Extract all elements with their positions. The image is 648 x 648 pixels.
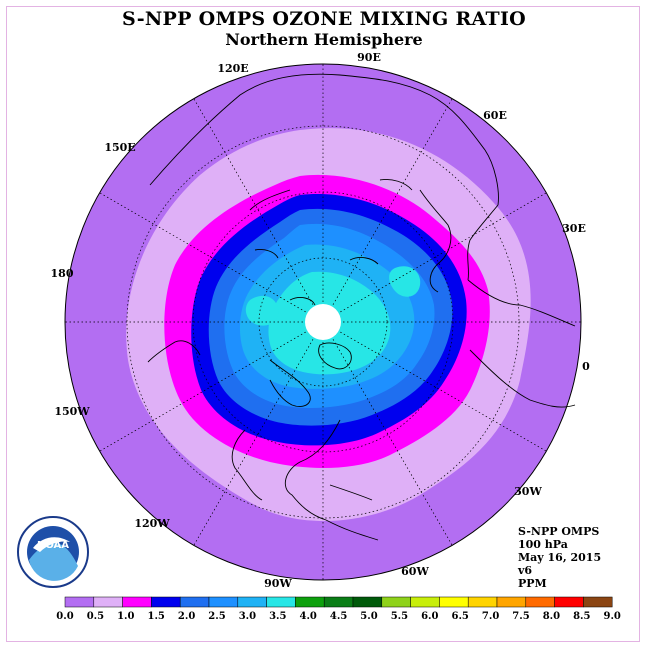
colorbar-swatch [496, 596, 527, 608]
noaa-logo-text: NOAA [37, 540, 69, 551]
info-level: 100 hPa [518, 538, 568, 551]
info-date: May 16, 2015 [518, 551, 602, 564]
colorbar-tick-label: 3.0 [239, 611, 256, 622]
ozone-band-3.5-4.0-b [245, 295, 279, 326]
lon-label-0: 0 [582, 360, 590, 373]
colorbar-swatch [554, 596, 584, 608]
coastlines [147, 73, 576, 541]
info-version: v6 [518, 564, 533, 577]
colorbar-swatch [122, 596, 152, 608]
lon-label-30w: 30W [514, 485, 542, 498]
colorbar-tick-label: 8.0 [543, 611, 560, 622]
colorbar-tick-label: 7.5 [512, 611, 529, 622]
info-instrument: S-NPP OMPS [518, 525, 600, 538]
colorbar-swatch [381, 596, 411, 608]
colorbar-tick-label: 5.5 [391, 611, 408, 622]
colorbar-swatch [93, 596, 123, 608]
colorbar-swatch [151, 596, 181, 608]
colorbar-swatch [266, 596, 296, 608]
colorbar-swatch [467, 596, 498, 608]
no-data-pole [305, 304, 341, 340]
colorbar-tick-label: 9.0 [603, 611, 620, 622]
colorbar-tick-label: 1.0 [117, 611, 134, 622]
colorbar-swatch [439, 596, 469, 608]
noaa-logo: NOAA [17, 516, 89, 588]
colorbar-tick-label: 0.5 [87, 611, 104, 622]
colorbar-swatch [410, 596, 440, 608]
colorbar-tick-label: 6.0 [421, 611, 438, 622]
colorbar-tick-label: 6.5 [451, 611, 468, 622]
colorbar-swatch [525, 596, 555, 608]
colorbar-tick-label: 8.5 [573, 611, 590, 622]
colorbar-swatch [583, 596, 613, 608]
lon-label-90w: 90W [264, 577, 292, 590]
ozone-band-3.5-4.0-c [389, 266, 421, 297]
colorbar-tick-label: 1.5 [147, 611, 164, 622]
colorbar-tick-label: 7.0 [482, 611, 499, 622]
info-units: PPM [518, 577, 547, 590]
colorbar-tick-label: 2.5 [208, 611, 225, 622]
lon-label-30e: 30E [562, 222, 586, 235]
lon-label-120e: 120E [217, 62, 248, 75]
lon-label-60w: 60W [401, 565, 429, 578]
graticule [65, 64, 581, 580]
lon-label-90e: 90E [357, 51, 381, 64]
colorbar: 0.0 0.5 1.0 1.5 2.0 2.5 3.0 3.5 4.0 4.5 5.0 5.5 6.0 6… [56, 596, 621, 622]
colorbar-swatch [208, 596, 239, 608]
map-boundary [64, 63, 582, 581]
colorbar-tick-label: 2.0 [178, 611, 195, 622]
longitude-labels: 90E 60E 30E 0 30W 60W 90W 120W 150W 180 150E 120E [51, 51, 591, 590]
colorbar-tick-label: 4.0 [299, 611, 316, 622]
lon-label-180: 180 [51, 267, 74, 280]
colorbar-tick-label: 5.0 [360, 611, 377, 622]
colorbar-swatch [179, 596, 210, 608]
lon-label-150w: 150W [54, 405, 90, 418]
lon-label-120w: 120W [134, 517, 170, 530]
lon-label-60e: 60E [483, 109, 507, 122]
map-title: S-NPP OMPS OZONE MIXING RATIO [121, 8, 527, 30]
colorbar-swatch [295, 596, 325, 608]
colorbar-swatch [352, 596, 383, 608]
lon-label-150e: 150E [104, 141, 135, 154]
colorbar-swatch [237, 596, 267, 608]
figure-frame [6, 6, 640, 642]
colorbar-tick-label: 0.0 [56, 611, 73, 622]
colorbar-swatch [323, 596, 354, 608]
colorbar-tick-label: 3.5 [269, 611, 286, 622]
map-subtitle: Northern Hemisphere [225, 30, 423, 49]
colorbar-tick-label: 4.5 [330, 611, 347, 622]
colorbar-swatch [64, 596, 95, 608]
